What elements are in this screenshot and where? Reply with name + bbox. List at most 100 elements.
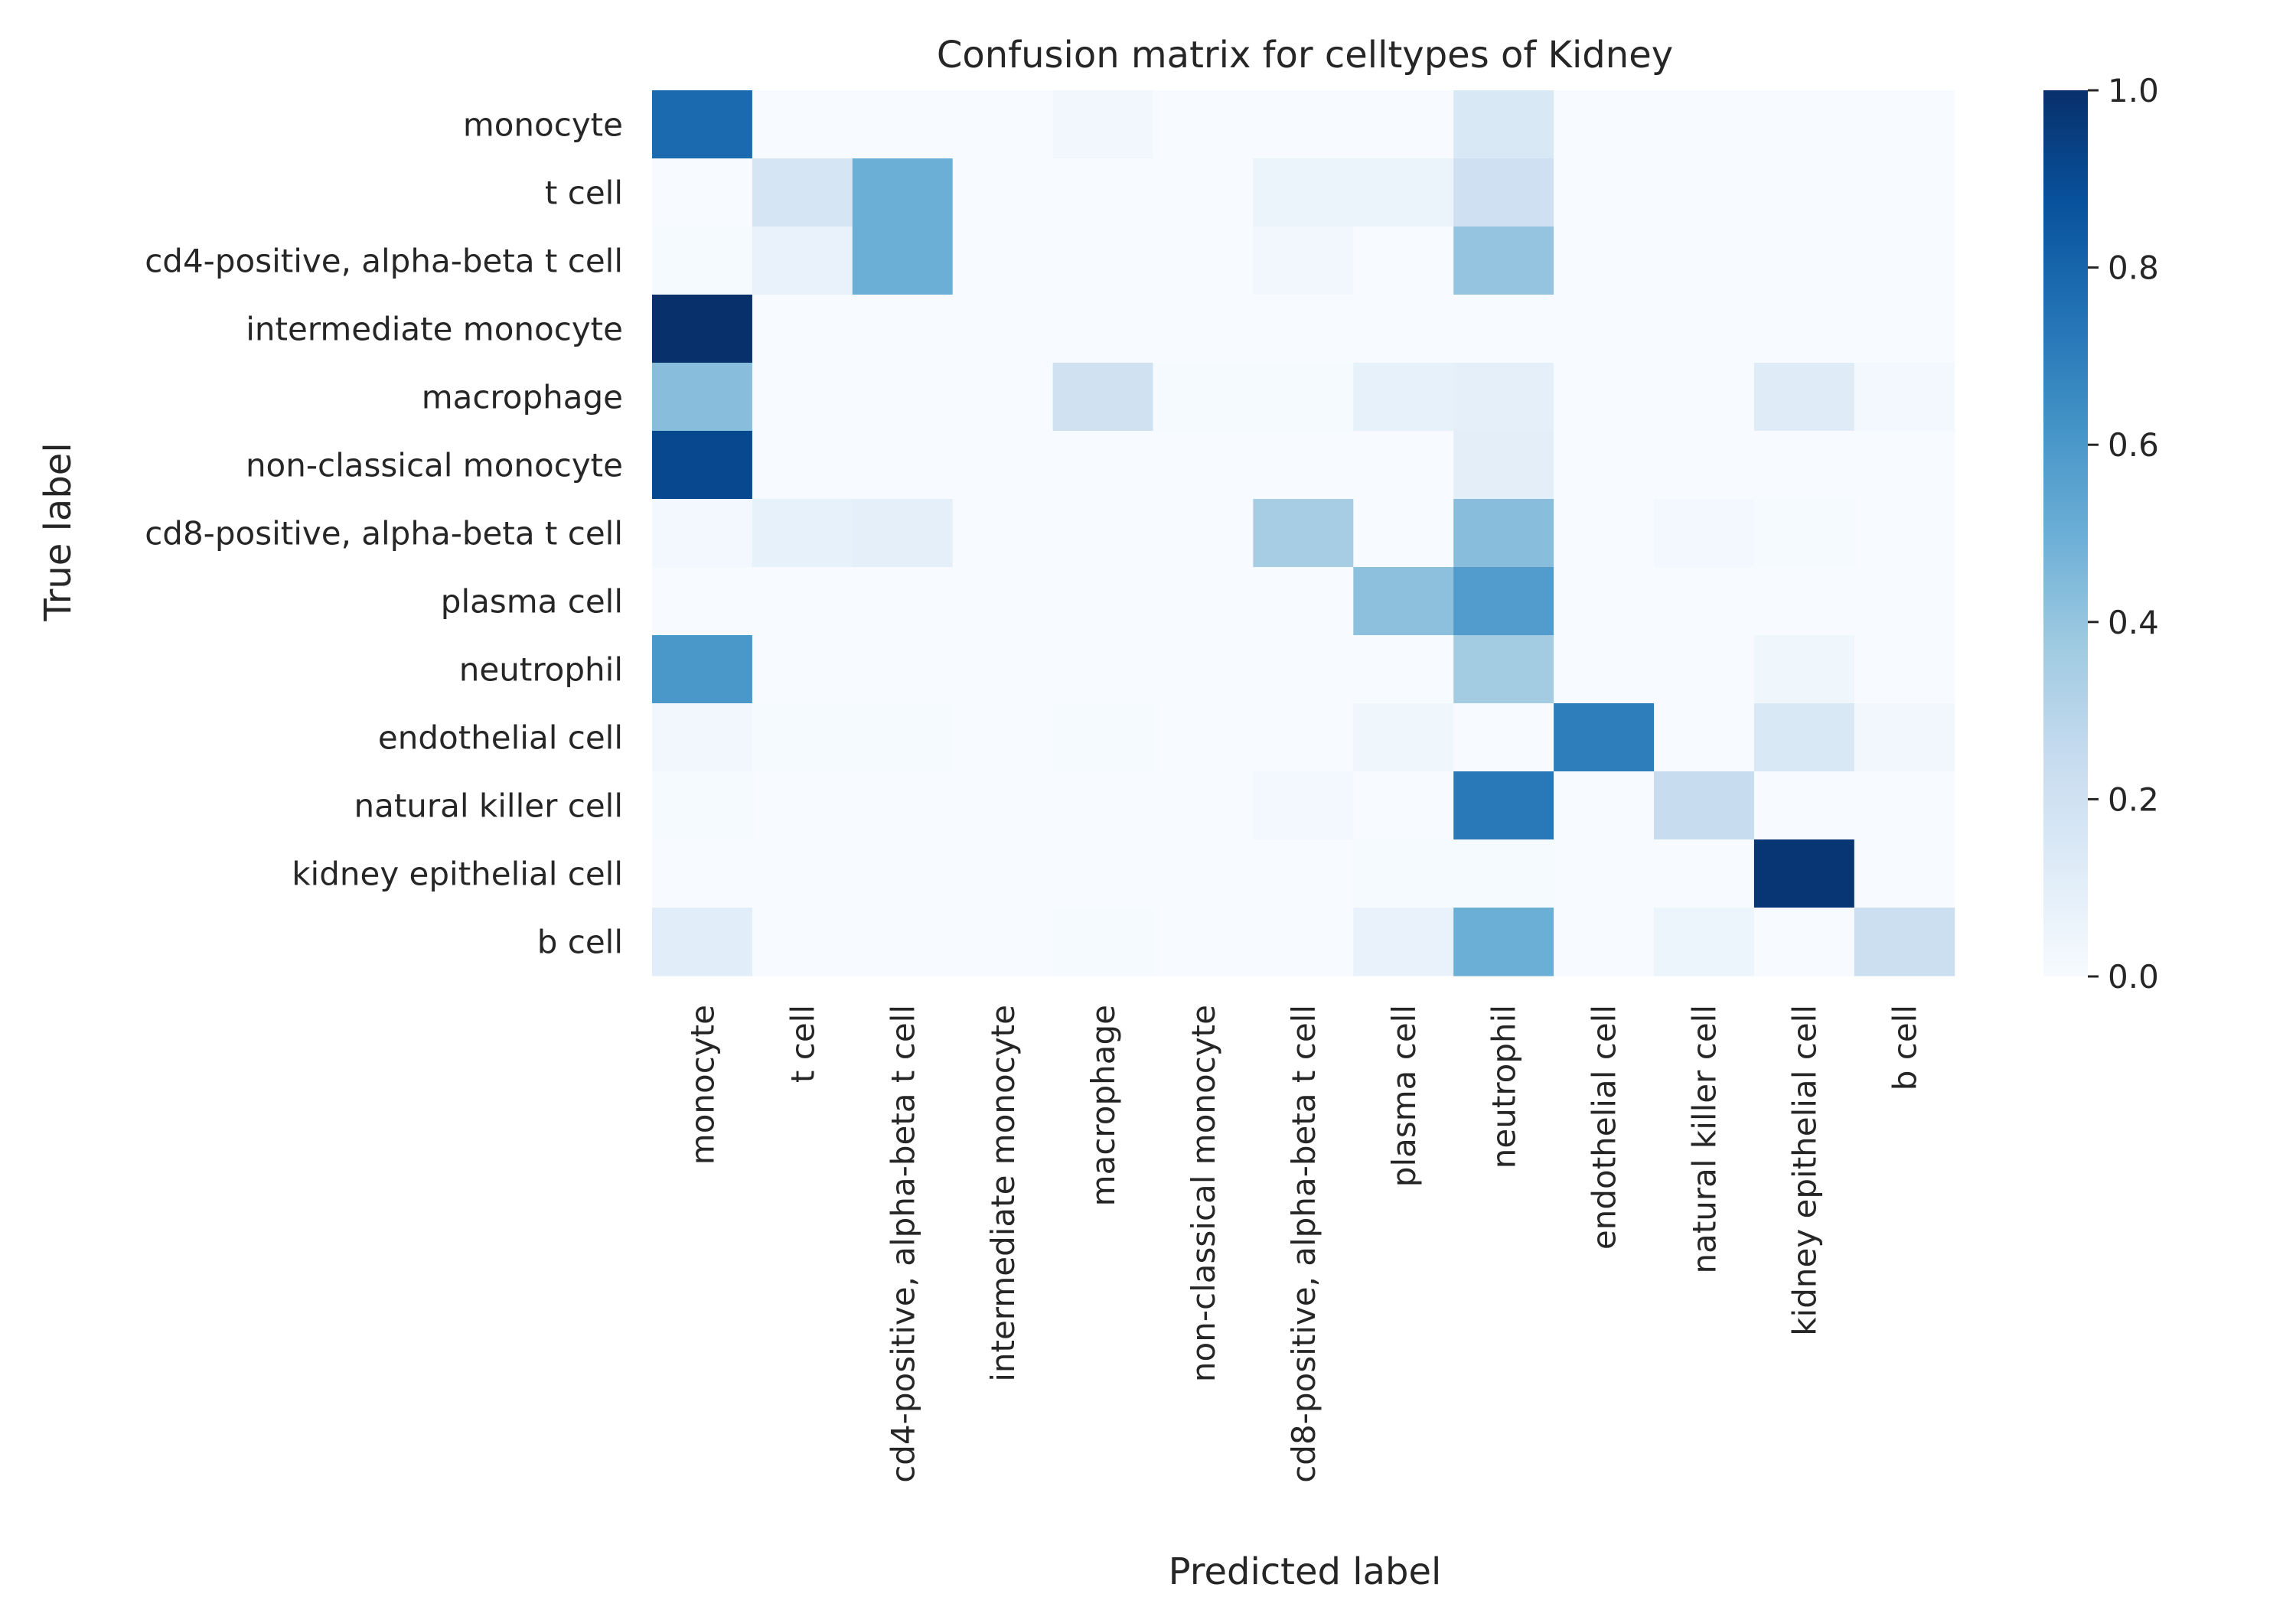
heatmap-cell [1253,295,1354,363]
heatmap-cell [1453,295,1554,363]
heatmap-cell [1654,499,1755,568]
heatmap-cell [1253,227,1354,295]
heatmap-cell [852,635,954,704]
heatmap-cell [652,90,753,159]
heatmap-cell [952,431,1054,500]
heatmap-cell [1353,431,1454,500]
column-tick-label: cd8-positive, alpha-beta t cell [1285,1005,1322,1483]
heatmap-cell [752,431,853,500]
heatmap-cell [952,363,1054,432]
heatmap-cell [952,295,1054,363]
heatmap-cell [1353,499,1454,568]
heatmap-cell [652,635,753,704]
heatmap-cell [752,499,853,568]
heatmap-cell [1854,295,1955,363]
heatmap-cell [1554,839,1655,908]
heatmap-cell [1353,363,1454,432]
heatmap-cell [1253,635,1354,704]
heatmap-cell [952,771,1054,840]
column-tick-label: endothelial cell [1586,1005,1623,1250]
column-tick-label: intermediate monocyte [984,1005,1022,1382]
heatmap-cell [852,499,954,568]
heatmap-cell [1153,431,1254,500]
heatmap-cell [1654,158,1755,227]
heatmap-cell [1453,703,1554,772]
heatmap-cell [1753,567,1855,636]
heatmap-cell [1753,90,1855,159]
heatmap-cell [1654,90,1755,159]
column-tick-label: neutrophil [1486,1005,1523,1169]
heatmap-cell [952,227,1054,295]
heatmap-cell [1253,158,1354,227]
heatmap-cell [1052,703,1154,772]
heatmap-cell [652,295,753,363]
heatmap-cell [652,771,753,840]
heatmap-cell [1654,839,1755,908]
heatmap-cell [1453,431,1554,500]
heatmap-cell [1253,90,1354,159]
heatmap-cell [1253,908,1354,976]
heatmap-cell [1052,90,1154,159]
heatmap-cell [952,703,1054,772]
row-tick-labels: monocyte t cell cd4-positive, alpha-beta t… [145,106,623,961]
heatmap-cell [1554,158,1655,227]
row-tick-label: natural killer cell [354,787,623,825]
heatmap-cell [1554,90,1655,159]
heatmap-cell [852,771,954,840]
heatmap-cell [952,908,1054,976]
heatmap-cell [952,90,1054,159]
heatmap-cell [1854,158,1955,227]
heatmap-cell [1153,90,1254,159]
heatmap-cell [1854,839,1955,908]
column-tick-label: macrophage [1084,1005,1122,1206]
heatmap-cell [952,635,1054,704]
row-tick-label: plasma cell [441,583,623,621]
heatmap-cell [952,158,1054,227]
heatmap-cell [1353,567,1454,636]
heatmap-cell [1153,227,1254,295]
heatmap-cell [752,635,853,704]
row-tick-label: kidney epithelial cell [292,856,623,893]
heatmap-cell [752,158,853,227]
heatmap-cell [1854,771,1955,840]
heatmap-cell [1753,908,1855,976]
chart-title: Confusion matrix for celltypes of Kidney [937,34,1673,77]
heatmap-cell [1854,227,1955,295]
heatmap-cell [1554,431,1655,500]
row-tick-label: monocyte [463,106,623,144]
heatmap-cell [1654,635,1755,704]
heatmap-cell [852,703,954,772]
heatmap-cell [1153,567,1254,636]
heatmap-cell [1854,635,1955,704]
colorbar-tick-label: 0.0 [2108,958,2159,996]
column-tick-label: b cell [1886,1005,1923,1090]
heatmap-cell [1353,908,1454,976]
heatmap-cell [1353,90,1454,159]
heatmap-cell [1052,295,1154,363]
row-tick-label: macrophage [422,379,623,416]
heatmap-cell [1052,227,1154,295]
heatmap-cell [1052,839,1154,908]
heatmap-cell [1554,295,1655,363]
heatmap-cell [852,158,954,227]
column-tick-label: t cell [784,1005,821,1083]
colorbar-tick-label: 0.6 [2108,426,2159,464]
heatmap-cell [1453,363,1554,432]
heatmap-cell [1654,771,1755,840]
column-tick-labels: monocyte t cell cd4-positive, alpha-beta t… [683,1005,1923,1483]
heatmap-cell [1353,295,1454,363]
heatmap-cell [1753,703,1855,772]
heatmap-cell [1253,363,1354,432]
colorbar-tick-label: 1.0 [2108,72,2159,109]
heatmap-cell [1353,227,1454,295]
heatmap-cell [1153,295,1254,363]
heatmap-cell [652,567,753,636]
heatmap-cell [652,499,753,568]
heatmap-cell [852,908,954,976]
heatmap-cell [1854,567,1955,636]
heatmap-cell [1654,567,1755,636]
heatmap-cell [1153,635,1254,704]
heatmap-cell [652,363,753,432]
